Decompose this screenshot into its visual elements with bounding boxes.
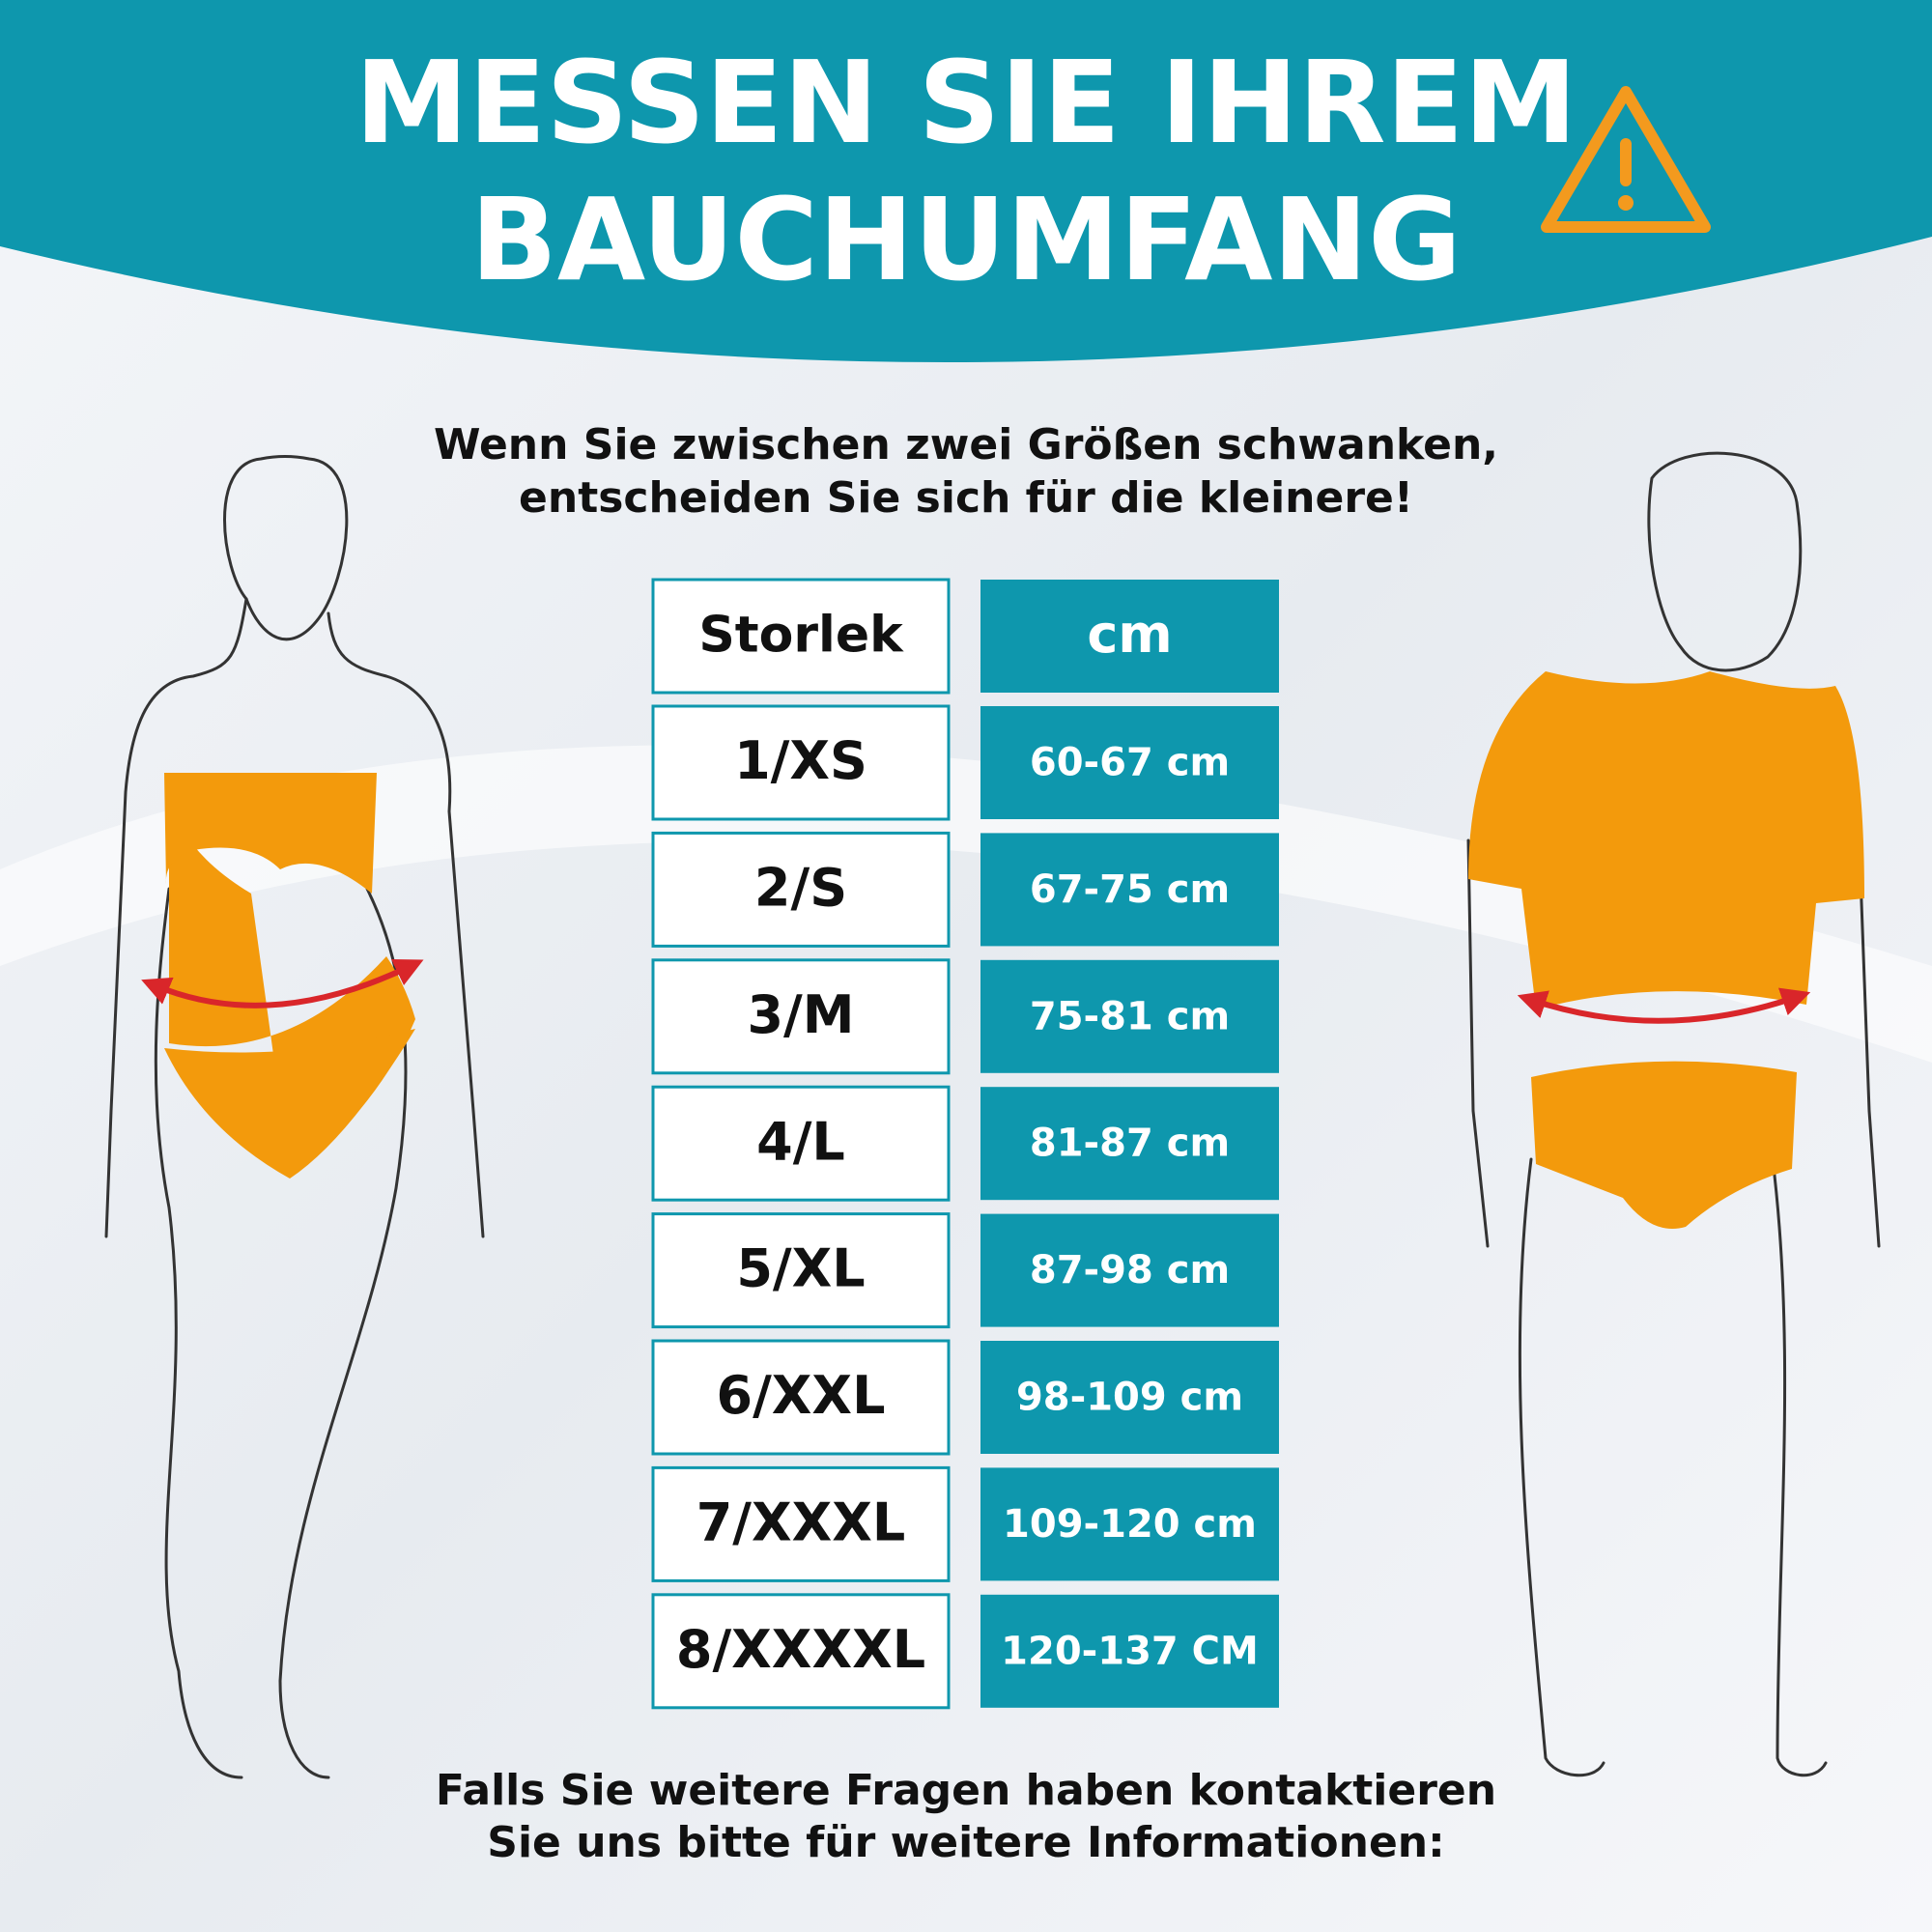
cm-cell: [980, 1594, 1279, 1708]
title-line: BAUCHUMFANG: [470, 173, 1462, 306]
column-header: Storlek: [698, 607, 904, 665]
cm-range: 98-109 cm: [1016, 1376, 1243, 1420]
man-figure: [1466, 451, 1881, 1777]
cm-range: 87-98 cm: [1030, 1248, 1230, 1293]
woman-figure: [104, 455, 485, 1779]
size-cell: [651, 1339, 951, 1456]
cm-range: 60-67 cm: [1030, 741, 1230, 785]
size-label: 2/S: [754, 858, 847, 919]
size-cell: [651, 831, 951, 948]
cm-range: 75-81 cm: [1030, 994, 1230, 1038]
size-cell: [651, 578, 951, 695]
cm-range: 109-120 cm: [1003, 1502, 1257, 1547]
cm-cell: [980, 1213, 1279, 1327]
header-band: [0, 0, 1932, 363]
warning-icon: [1541, 86, 1711, 233]
size-label: 5/XL: [736, 1238, 865, 1299]
size-cell: [651, 958, 951, 1075]
footer-line: Sie uns bitte für weitere Informationen:: [487, 1818, 1444, 1867]
size-label: 3/M: [747, 984, 854, 1045]
cm-cell: [980, 1087, 1279, 1201]
size-cell: [651, 1085, 951, 1202]
cm-cell: [980, 959, 1279, 1073]
cm-range: 67-75 cm: [1030, 867, 1230, 912]
cm-cell: [980, 580, 1279, 693]
footer-line: Falls Sie weitere Fragen haben kontaktie…: [436, 1766, 1496, 1815]
size-label: 8/XXXXL: [676, 1619, 925, 1680]
size-label: 4/L: [756, 1111, 845, 1172]
title-line: MESSEN SIE IHREM: [355, 36, 1577, 169]
background-swoosh: [0, 745, 1932, 1063]
size-label: 6/XXL: [717, 1365, 886, 1426]
cm-cell: [980, 833, 1279, 947]
cm-range: 81-87 cm: [1030, 1122, 1230, 1166]
size-cell: [651, 1212, 951, 1329]
cm-cell: [980, 1341, 1279, 1454]
cm-range: 120-137 CM: [1001, 1629, 1259, 1673]
size-cell: [651, 1465, 951, 1582]
column-header: cm: [1087, 604, 1172, 665]
subtitle-line: entscheiden Sie sich für die kleinere!: [519, 473, 1413, 523]
size-table: Storlek cm 1/XS 60-67 cm 2/S 67-75 cm 3/M 75-81…: [651, 578, 1279, 1710]
size-cell: [651, 1593, 951, 1710]
size-label: 7/XXXL: [696, 1492, 906, 1553]
size-cell: [651, 704, 951, 821]
subtitle-line: Wenn Sie zwischen zwei Größen schwanken,: [434, 420, 1498, 469]
cm-cell: [980, 706, 1279, 819]
size-label: 1/XS: [734, 730, 867, 791]
cm-cell: [980, 1467, 1279, 1581]
